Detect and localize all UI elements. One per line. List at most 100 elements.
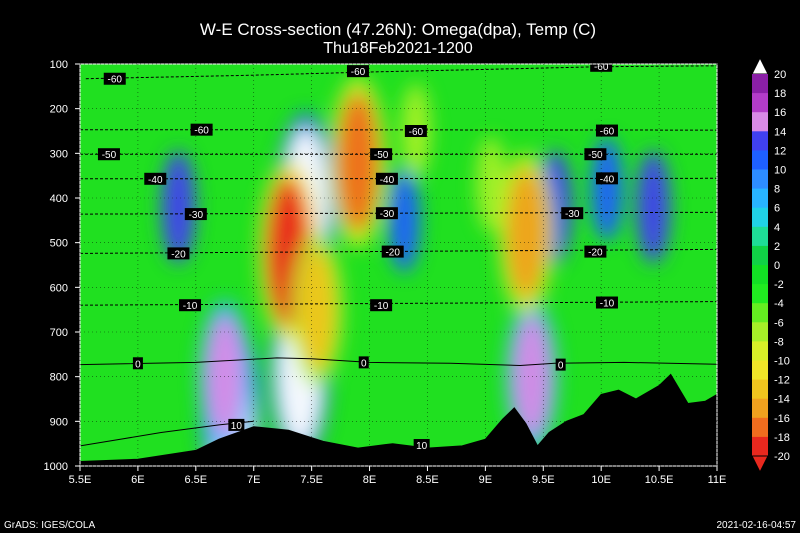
y-tick-label-7: 800 (50, 372, 68, 384)
omega-core-14 (476, 137, 506, 233)
y-tick-label-5: 600 (50, 282, 68, 294)
omega-core-13 (506, 168, 546, 299)
isotherm-label-6-2: -10 (600, 299, 615, 310)
y-tick-label-8: 900 (50, 416, 68, 428)
colorbar-label-8: 4 (774, 222, 780, 234)
isotherm-label-0-1: -60 (351, 67, 366, 78)
colorbar-label-11: -2 (774, 279, 784, 291)
isotherm-label-bg-5-1 (381, 245, 404, 258)
chart-title: W-E Cross-section (47.26N): Omega(dpa), … (200, 20, 596, 39)
isotherm-label-7-2: 0 (558, 361, 564, 372)
isotherm-label-5-0: -20 (171, 249, 186, 260)
colorbar-swatch-17 (752, 398, 768, 419)
isotherm-label-7-1: 0 (361, 358, 367, 369)
x-tick-label-8: 9.5E (532, 474, 555, 486)
y-tick-label-2: 300 (50, 148, 68, 160)
isotherm-label-3-2: -40 (600, 174, 615, 185)
colorbar-swatch-8 (752, 226, 768, 247)
isotherm-label-bg-4-2 (561, 207, 584, 220)
colorbar-label-9: 2 (774, 241, 780, 253)
colorbar-swatch-4 (752, 150, 768, 170)
colorbar-label-10: 0 (774, 260, 780, 272)
colorbar-label-17: -14 (774, 394, 790, 406)
y-tick-label-9: 1000 (44, 461, 68, 473)
x-tick-label-6: 8.5E (416, 474, 439, 486)
isotherm-label-bg-1-2 (595, 124, 618, 137)
omega-core-12 (299, 248, 336, 371)
y-tick-label-0: 100 (50, 59, 68, 71)
x-tick-label-4: 7.5E (300, 474, 323, 486)
colorbar-swatch-7 (752, 207, 768, 228)
colorbar-label-19: -18 (774, 432, 790, 444)
colorbar-label-18: -16 (774, 413, 790, 425)
x-tick-label-1: 6E (131, 474, 144, 486)
isotherm-label-bg-0-0 (103, 72, 126, 85)
colorbar-bottom-cap (751, 455, 769, 474)
omega-core-5 (636, 150, 671, 264)
isotherm-label-1-2: -60 (600, 127, 615, 138)
isotherm-label-3-0: -40 (148, 175, 163, 186)
isotherm-label-bg-0-2 (590, 64, 613, 72)
isotherm-line-0 (85, 65, 717, 80)
isotherm-label-8-0: 10 (231, 421, 243, 432)
colorbar-swatch-14 (752, 341, 768, 361)
isotherm-label-bg-8-1 (413, 439, 430, 452)
isotherm-label-6-0: -10 (183, 301, 198, 312)
colorbar-swatch-2 (752, 112, 768, 132)
omega-core-3 (161, 150, 196, 264)
colorbar-label-1: 18 (774, 88, 786, 100)
colorbar-top-cap (751, 56, 769, 75)
colorbar-swatch-0 (752, 74, 768, 94)
colorbar-swatch-9 (752, 245, 768, 266)
colorbar-swatch-12 (752, 303, 768, 323)
x-tick-label-2: 6.5E (184, 474, 207, 486)
isotherm-label-bg-5-0 (167, 247, 190, 260)
isotherm-label-bg-2-2 (584, 148, 607, 161)
footer-left: GrADS: IGES/COLA (4, 520, 95, 531)
colorbar-label-15: -10 (774, 356, 790, 368)
isotherm-label-bg-1-1 (404, 125, 427, 137)
isotherm-label-bg-2-0 (97, 148, 120, 161)
y-tick-label-4: 500 (50, 238, 68, 250)
isotherm-label-6-1: -10 (374, 301, 389, 312)
colorbar-label-14: -8 (774, 336, 784, 348)
colorbar-swatch-13 (752, 322, 768, 342)
colorbar-swatch-19 (752, 436, 768, 457)
isotherm-label-bg-8-0 (228, 418, 245, 431)
colorbar-swatch-3 (752, 131, 768, 151)
isotherm-label-8-1: 10 (416, 441, 428, 452)
isotherm-label-4-0: -30 (189, 210, 204, 221)
colorbar-swatch-15 (752, 360, 768, 381)
isotherm-line-7 (80, 357, 717, 367)
colorbar-label-5: 10 (774, 165, 786, 177)
colorbar-swatch-6 (752, 188, 768, 209)
y-tick-label-1: 200 (50, 104, 68, 116)
isotherm-label-2-2: -50 (588, 150, 603, 161)
isotherm-label-bg-7-1 (358, 356, 369, 369)
y-tick-label-3: 400 (50, 193, 68, 205)
colorbar-label-6: 8 (774, 184, 780, 196)
isotherm-label-1-0: -60 (194, 126, 209, 137)
isotherm-label-3-1: -40 (380, 175, 395, 186)
isotherm-label-5-2: -20 (588, 248, 603, 259)
colorbar-swatch-10 (752, 265, 768, 285)
isotherm-label-bg-3-2 (595, 172, 618, 185)
isotherm-label-5-1: -20 (385, 248, 400, 259)
y-axis: 100 200 300 400 500 600 700 800 900 1000 (44, 59, 80, 473)
omega-core-10 (337, 92, 379, 232)
x-tick-label-0: 5.5E (69, 474, 92, 486)
isotherm-label-bg-0-1 (346, 65, 369, 78)
colorbar-swatch-18 (752, 417, 768, 438)
isotherm-label-bg-4-1 (375, 207, 398, 220)
temperature-contours: -60 -60 -60 -60 -60 -60 -50 -50 -50 -40 -40 -40 -30 -… (80, 62, 717, 452)
terrain-shape (80, 373, 717, 466)
colorbar-label-12: -4 (774, 298, 784, 310)
isotherm-label-0-2: -60 (594, 62, 609, 73)
colorbar-legend: 20181614121086420-2-4-6-8-10-12-14-16-18… (751, 56, 790, 474)
colorbar-label-13: -6 (774, 317, 784, 329)
colorbar-swatch-11 (752, 284, 768, 304)
isotherm-label-4-2: -30 (565, 209, 580, 220)
isotherm-label-bg-3-1 (375, 172, 398, 185)
x-tick-label-5: 8E (363, 474, 376, 486)
